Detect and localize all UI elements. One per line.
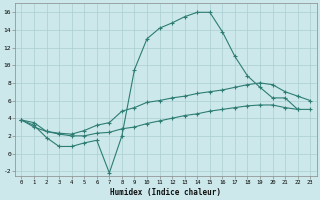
X-axis label: Humidex (Indice chaleur): Humidex (Indice chaleur) xyxy=(110,188,221,197)
